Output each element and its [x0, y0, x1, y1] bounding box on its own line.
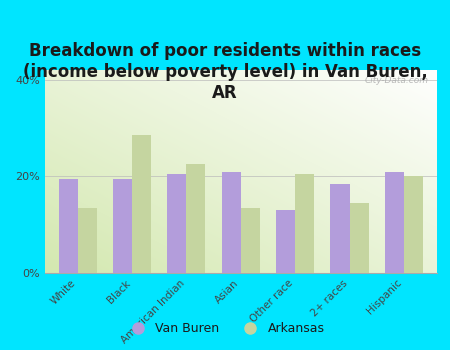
Bar — [350, 203, 369, 273]
Bar — [167, 174, 186, 273]
Bar — [77, 208, 97, 273]
Bar — [132, 135, 151, 273]
Bar — [295, 174, 314, 273]
Bar — [222, 172, 241, 273]
Legend: Van Buren, Arkansas: Van Buren, Arkansas — [120, 317, 330, 340]
Bar — [385, 172, 404, 273]
Bar — [276, 210, 295, 273]
Bar — [330, 184, 350, 273]
Bar — [241, 208, 260, 273]
Text: City-Data.com: City-Data.com — [364, 76, 429, 85]
Bar — [404, 176, 423, 273]
Bar — [186, 164, 205, 273]
Bar — [113, 179, 132, 273]
Text: Breakdown of poor residents within races
(income below poverty level) in Van Bur: Breakdown of poor residents within races… — [22, 42, 427, 102]
Bar — [58, 179, 77, 273]
